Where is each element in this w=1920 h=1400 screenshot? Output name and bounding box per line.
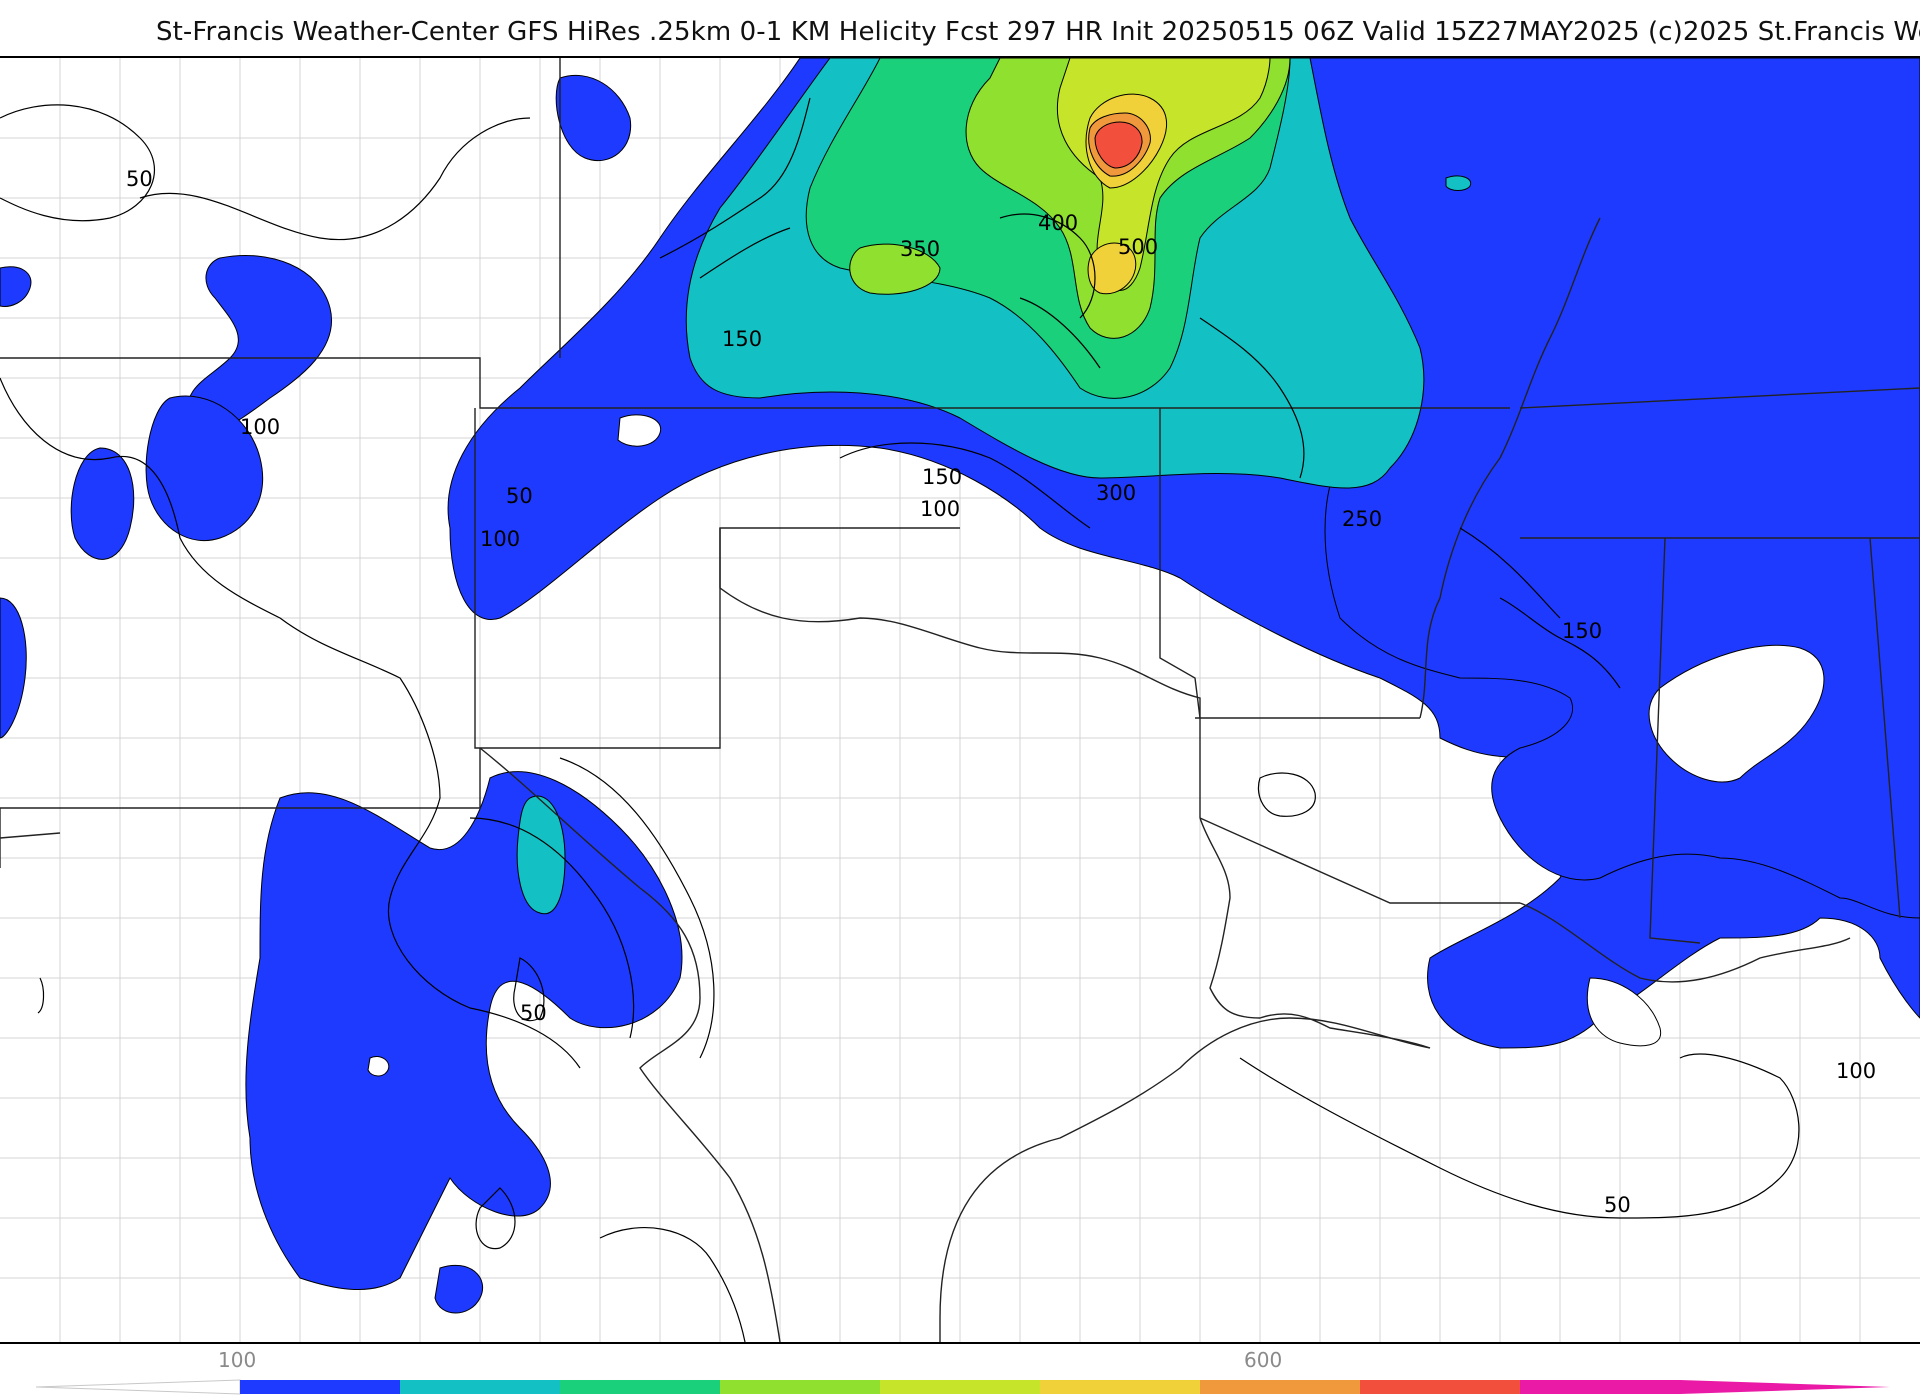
contour-label: 350 xyxy=(900,237,940,261)
helicity-fills xyxy=(0,58,1920,1314)
below-threshold-holes xyxy=(367,414,1825,1077)
hole-east-2 xyxy=(1586,977,1662,1047)
contour-label: 50 xyxy=(1604,1193,1631,1217)
fill-200-east xyxy=(1445,175,1472,191)
map-frame: 50 100 50 100 150 350 400 500 150 100 30… xyxy=(0,56,1920,1344)
colorbar-segment xyxy=(240,1380,401,1394)
contour-label: 150 xyxy=(922,465,962,489)
colorbar-segment xyxy=(1040,1380,1201,1394)
contour-label: 100 xyxy=(480,527,520,551)
contour-label: 50 xyxy=(520,1001,547,1025)
contour-label: 150 xyxy=(1562,619,1602,643)
contour-label: 100 xyxy=(1836,1059,1876,1083)
colorbar: 100 600 xyxy=(0,1344,1920,1400)
colorbar-strip xyxy=(35,1379,1890,1395)
hole-north-small xyxy=(617,414,662,447)
fill-100-west-3 xyxy=(70,447,135,560)
contour-lines xyxy=(0,97,1800,1342)
colorbar-segment xyxy=(880,1380,1041,1394)
contour-label: 500 xyxy=(1118,235,1158,259)
contour-label: 250 xyxy=(1342,507,1382,531)
header: St-Francis Weather-Center GFS HiRes .25k… xyxy=(0,0,1920,56)
colorbar-segment xyxy=(560,1380,721,1394)
colorbar-segment xyxy=(400,1380,561,1394)
contour-label: 50 xyxy=(506,484,533,508)
colorbar-segment xyxy=(1200,1380,1361,1394)
map-title: St-Francis Weather-Center GFS HiRes .25k… xyxy=(156,17,1920,47)
fill-350-b xyxy=(849,243,941,295)
fill-100-south-small xyxy=(434,1264,484,1314)
contour-label: 100 xyxy=(240,415,280,439)
contour-label: 100 xyxy=(920,497,960,521)
colorbar-segment xyxy=(1360,1380,1521,1394)
contour-label: 300 xyxy=(1096,481,1136,505)
colorbar-segment xyxy=(720,1380,881,1394)
fill-100-southwest xyxy=(245,771,683,1290)
colorbar-left-arrow xyxy=(35,1379,241,1395)
fill-100-east xyxy=(1299,58,1920,919)
fill-100-north-small xyxy=(555,74,632,162)
contour-label: 150 xyxy=(722,327,762,351)
fill-450-b xyxy=(1087,242,1137,295)
helicity-map: 50 100 50 100 150 350 400 500 150 100 30… xyxy=(0,58,1920,1342)
colorbar-tick-label: 100 xyxy=(218,1348,257,1372)
contour-label: 50 xyxy=(126,167,153,191)
hole-east-1 xyxy=(1648,644,1825,783)
fill-200-sw xyxy=(516,795,566,915)
contour-label: 400 xyxy=(1038,211,1078,235)
fill-100-west-small xyxy=(0,266,32,307)
fill-550 xyxy=(1094,121,1143,169)
boundaries xyxy=(0,58,1920,1342)
contour-label-group: 50 100 50 100 150 350 400 500 150 100 30… xyxy=(126,167,1876,1217)
colorbar-right-arrow xyxy=(1680,1380,1890,1394)
fill-100-west-4 xyxy=(0,597,27,739)
hole-sw xyxy=(367,1056,390,1077)
colorbar-tick-label: 600 xyxy=(1244,1348,1283,1372)
colorbar-segments xyxy=(240,1380,1681,1394)
colorbar-segment xyxy=(1520,1380,1681,1394)
